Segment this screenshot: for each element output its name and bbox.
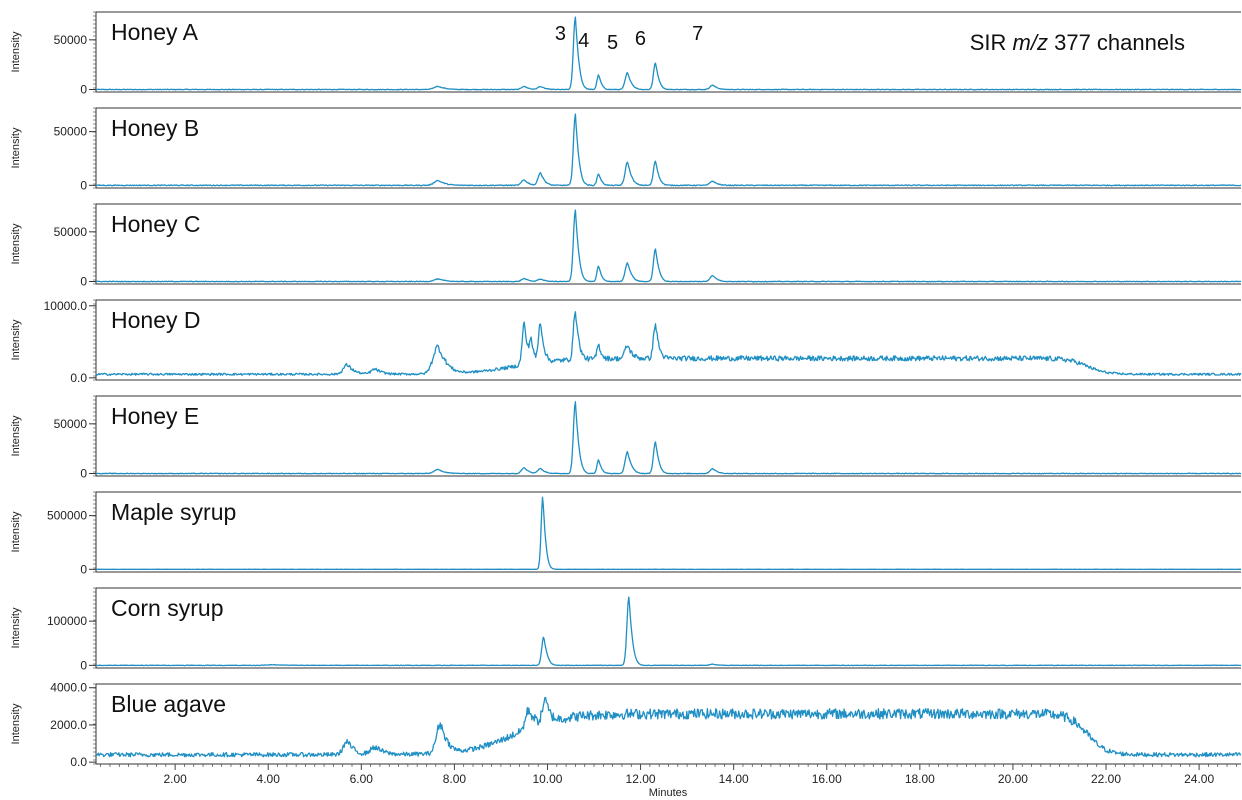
sir-channel-annotation: SIR m/z 377 channels [970, 30, 1185, 55]
panel-title: Honey E [111, 403, 199, 429]
y-axis-title: Intensity [10, 607, 22, 648]
x-tick-label: 2.00 [163, 772, 187, 786]
series-line-maple-syrup [95, 496, 1241, 571]
y-tick-label: 50000 [54, 33, 88, 47]
panel-corn-syrup: 0 100000 Intensity Corn syrup [10, 587, 1242, 672]
x-tick-label: 18.00 [905, 772, 935, 786]
y-tick-label: 50000 [54, 225, 88, 239]
series-line-blue-agave [95, 696, 1242, 758]
x-tick-label: 10.00 [532, 772, 562, 786]
y-tick-label: 100000 [47, 614, 87, 628]
x-axis: 2.00 4.00 6.00 8.00 10.00 12.00 14.00 16.00 18.0… [100, 764, 1237, 786]
y-axis-title: Intensity [10, 511, 22, 552]
y-tick-label: 50000 [54, 417, 88, 431]
peak-label-5: 5 [607, 32, 618, 54]
y-axis-title: Intensity [10, 223, 22, 264]
y-tick-label: 0 [80, 178, 87, 192]
panel-title: Blue agave [111, 691, 226, 717]
y-axis-title: Intensity [10, 415, 22, 456]
peak-label-7: 7 [692, 23, 703, 45]
y-tick-label: 0 [80, 562, 87, 576]
peak-label-6: 6 [635, 28, 646, 50]
y-axis-title: Intensity [10, 127, 22, 168]
y-axis-title: Intensity [10, 319, 22, 360]
panel-honey-c: 0 50000 Intensity Honey C [10, 203, 1242, 289]
x-tick-label: 12.00 [626, 772, 656, 786]
y-tick-label: 2000.0 [50, 718, 87, 732]
y-tick-label: 0.0 [70, 371, 87, 385]
panel-honey-a: 0 50000 Intensity Honey A [10, 11, 1241, 97]
y-axis-title: Intensity [10, 703, 22, 744]
series-line-corn-syrup [95, 596, 1242, 667]
x-tick-label: 4.00 [257, 772, 281, 786]
panel-title: Maple syrup [111, 499, 236, 525]
y-tick-label: 10000.0 [44, 299, 88, 313]
peak-label-4: 4 [578, 30, 589, 52]
series-line-honey-a [95, 16, 1241, 91]
panel-title: Honey A [111, 19, 199, 45]
y-tick-label: 0.0 [70, 755, 87, 769]
panel-title: Honey C [111, 211, 200, 237]
x-tick-label: 6.00 [350, 772, 374, 786]
y-tick-label: 4000.0 [50, 681, 87, 695]
series-line-honey-d [95, 311, 1242, 376]
peak-label-3: 3 [555, 23, 566, 45]
panel-honey-d: 0.0 10000.0 Intensity Honey D [10, 299, 1242, 385]
x-tick-label: 20.00 [998, 772, 1028, 786]
panel-title: Corn syrup [111, 595, 223, 621]
panel-blue-agave: 0.0 2000.0 4000.0 Intensity Blue agave [10, 681, 1242, 769]
y-tick-label: 50000 [54, 125, 88, 139]
series-line-honey-e [95, 401, 1242, 475]
x-tick-label: 8.00 [443, 772, 467, 786]
x-axis-title: Minutes [649, 787, 688, 799]
y-tick-label: 0 [80, 467, 87, 481]
x-tick-label: 24.00 [1184, 772, 1214, 786]
x-tick-label: 22.00 [1091, 772, 1121, 786]
x-tick-label: 16.00 [812, 772, 842, 786]
panel-title: Honey D [111, 307, 200, 333]
panel-title: Honey B [111, 115, 199, 141]
panel-honey-b: 0 50000 Intensity Honey B [10, 107, 1242, 192]
x-tick-label: 14.00 [719, 772, 749, 786]
panel-honey-e: 0 50000 Intensity Honey E [10, 395, 1242, 481]
y-tick-label: 0 [80, 275, 87, 289]
y-axis-title: Intensity [10, 31, 22, 72]
y-tick-label: 0 [80, 83, 87, 97]
series-line-honey-b [95, 113, 1242, 187]
series-line-honey-c [95, 209, 1242, 283]
y-tick-label: 0 [80, 658, 87, 672]
panel-maple-syrup: 0 500000 Intensity Maple syrup [10, 491, 1241, 576]
y-tick-label: 500000 [47, 509, 87, 523]
